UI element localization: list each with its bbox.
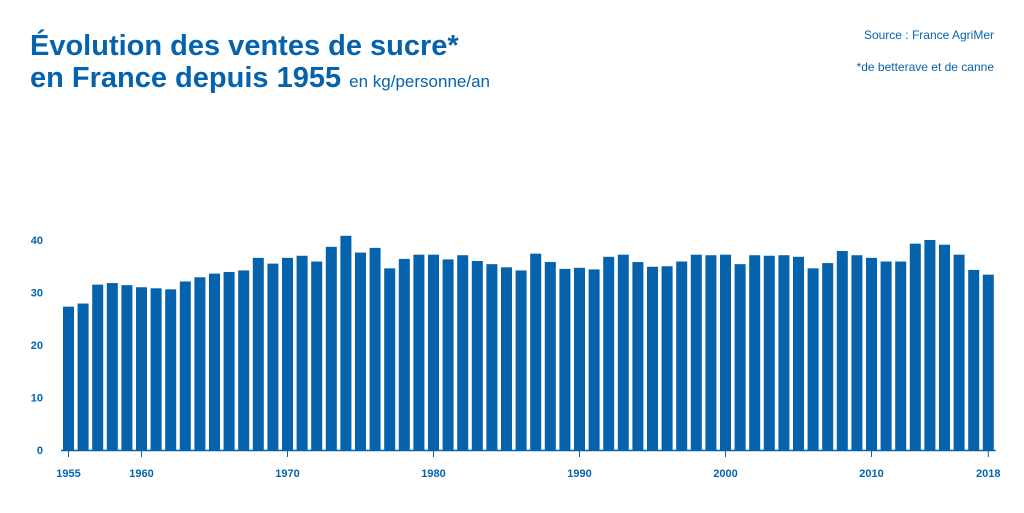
x-tick-label: 1970 [275, 468, 299, 480]
bar [734, 264, 746, 450]
y-tick-label: 30 [31, 288, 43, 300]
bar [647, 266, 658, 450]
bar [384, 268, 396, 450]
bar [895, 261, 907, 450]
bar [369, 247, 381, 450]
bar [77, 303, 89, 450]
bar [953, 254, 965, 450]
bar [179, 281, 191, 450]
x-tick-label: 1955 [56, 468, 80, 480]
bar [515, 270, 527, 450]
y-tick-label: 0 [37, 445, 43, 457]
bar [223, 272, 235, 450]
x-tick-label: 2018 [976, 468, 1000, 480]
bar [749, 255, 761, 450]
bar [209, 273, 220, 450]
bar [588, 269, 600, 450]
bar [690, 254, 702, 450]
x-tick-label: 1980 [421, 468, 445, 480]
bar [486, 264, 498, 450]
bar [836, 251, 848, 450]
bar [457, 255, 469, 450]
bar [807, 268, 819, 450]
bar [763, 255, 775, 450]
bar [661, 266, 673, 450]
bar [121, 285, 133, 450]
unit-label: en kg/personne/an [349, 72, 490, 91]
bar [851, 255, 863, 450]
bar [238, 270, 250, 450]
bar [530, 253, 542, 450]
bar [428, 254, 439, 450]
bar [632, 262, 644, 450]
x-tick-label: 1960 [129, 468, 153, 480]
bar [252, 257, 264, 450]
bar [939, 244, 950, 450]
bar [442, 259, 454, 450]
bar [822, 263, 834, 450]
bar [924, 240, 936, 450]
bar [150, 288, 162, 450]
bar [136, 287, 147, 450]
chart-title: Évolution des ventes de sucre* en France … [30, 30, 490, 98]
bar [311, 261, 323, 450]
bar [603, 256, 615, 450]
chart-title-line1: Évolution des ventes de sucre* [30, 30, 459, 62]
bar [165, 289, 177, 450]
bar [501, 267, 512, 450]
bar [63, 306, 74, 450]
bar [413, 254, 425, 450]
bar [106, 283, 118, 450]
bar [866, 257, 877, 450]
chart-title-line2: en France depuis 1955 [30, 62, 342, 94]
bar [340, 235, 352, 450]
bar [880, 261, 892, 450]
source-label: Source : France AgriMer [863, 28, 994, 42]
bar [194, 277, 206, 450]
x-tick-label: 2010 [859, 468, 883, 480]
bar [471, 261, 483, 450]
bar [574, 267, 585, 450]
bar [720, 254, 731, 450]
x-tick-label: 1990 [567, 468, 591, 480]
bar [544, 262, 556, 450]
bar [982, 274, 994, 450]
bar [676, 261, 688, 450]
bar [705, 255, 717, 450]
bar [282, 257, 293, 450]
bar [325, 246, 337, 450]
bar [398, 258, 410, 450]
bar [92, 284, 104, 450]
bar [267, 263, 279, 450]
x-tick-label: 2000 [713, 468, 737, 480]
bar [778, 255, 790, 450]
y-tick-label: 10 [31, 393, 43, 405]
bar [617, 254, 629, 450]
bar [909, 243, 921, 450]
y-tick-label: 40 [31, 235, 43, 247]
bar [968, 269, 980, 450]
footnote: *de betterave et de canne [856, 60, 994, 74]
bar [559, 268, 571, 450]
bar [355, 252, 366, 450]
bar [296, 255, 308, 450]
y-tick-label: 20 [31, 340, 43, 352]
bar [793, 256, 804, 450]
